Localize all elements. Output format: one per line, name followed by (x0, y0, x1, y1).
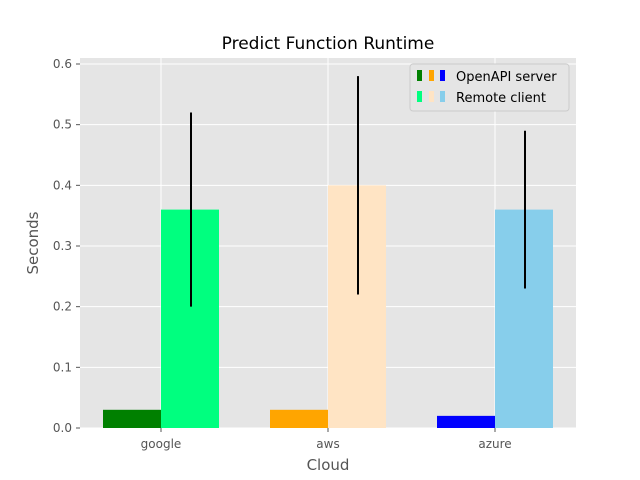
bars (103, 185, 553, 428)
legend-swatch (429, 91, 434, 102)
legend-swatches-openapi-server (417, 70, 445, 81)
y-tick-label: 0.0 (53, 421, 72, 435)
y-tick-label: 0.6 (53, 57, 72, 71)
legend-swatch (417, 91, 422, 102)
legend-swatch (429, 70, 434, 81)
chart-title: Predict Function Runtime (222, 34, 435, 54)
bar-google-openapi-server (103, 409, 161, 428)
y-axis-ticks: 0.0 0.1 0.2 0.3 0.4 0.5 0.6 (53, 57, 80, 435)
y-tick-label: 0.3 (53, 239, 72, 253)
y-tick-label: 0.1 (53, 360, 72, 374)
legend-label-remote-client: Remote client (456, 91, 546, 106)
x-tick-label-aws: aws (316, 437, 339, 451)
y-tick-label: 0.2 (53, 300, 72, 314)
error-bars (190, 76, 526, 307)
x-axis-label: Cloud (307, 456, 350, 474)
legend-swatch (440, 70, 445, 81)
x-axis-ticks: google aws azure (141, 428, 512, 451)
x-tick-label-google: google (141, 437, 182, 451)
legend: OpenAPI server Remote client (409, 63, 570, 112)
legend-label-openapi-server: OpenAPI server (456, 70, 557, 85)
legend-swatches-remote-client (417, 91, 445, 102)
y-axis-label: Seconds (24, 211, 42, 274)
y-tick-label: 0.4 (53, 178, 72, 192)
legend-box (409, 63, 570, 112)
x-tick-label-azure: azure (478, 437, 511, 451)
y-tick-label: 0.5 (53, 118, 72, 132)
bar-aws-openapi-server (270, 409, 328, 428)
legend-swatch (440, 91, 445, 102)
bar-azure-openapi-server (437, 415, 495, 428)
legend-swatch (417, 70, 422, 81)
